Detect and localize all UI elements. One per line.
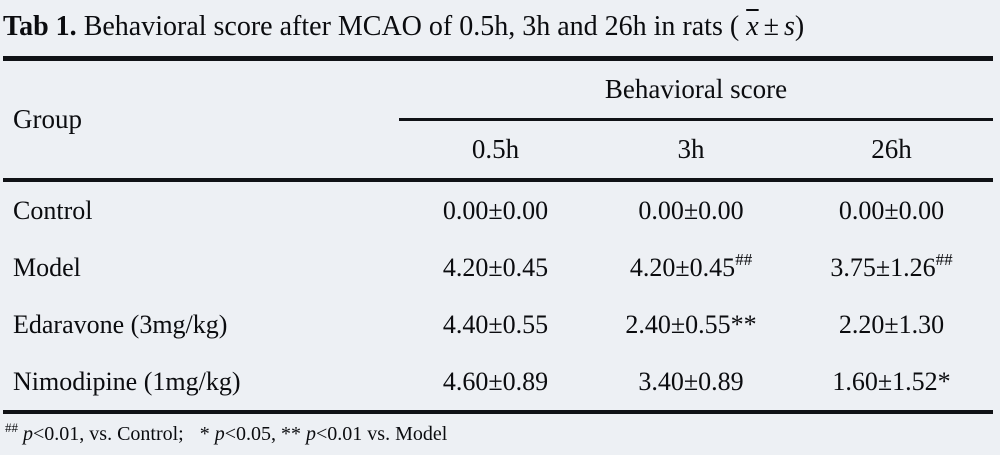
column-header-0.5h: 0.5h <box>399 119 593 182</box>
score-cell: 0.00±0.00 <box>592 180 790 239</box>
table-row-nimodipine: Nimodipine (1mg/kg) 4.60±0.89 3.40±0.89 … <box>3 353 993 412</box>
score-value: 4.20±0.45 <box>629 252 736 282</box>
table-row-edaravone: Edaravone (3mg/kg) 4.40±0.55 2.40±0.55**… <box>3 296 993 353</box>
score-cell: 4.40±0.55 <box>399 296 592 353</box>
score-cell: 0.00±0.00 <box>790 180 993 239</box>
p-symbol: p <box>214 423 225 445</box>
column-spanner-behavioral-score: Behavioral score <box>399 58 993 121</box>
time-header-row: 0.5h 3h 26h <box>3 119 993 182</box>
score-value: 4.60±0.89 <box>442 366 549 396</box>
column-header-group: Group <box>3 58 399 182</box>
table-row-model: Model 4.20±0.45 4.20±0.45## 3.75±1.26## <box>3 239 993 296</box>
group-cell: Control <box>13 195 93 225</box>
table-row-control: Control 0.00±0.00 0.00±0.00 0.00±0.00 <box>3 180 993 239</box>
score-cell: 2.40±0.55** <box>592 296 790 353</box>
close-paren: ) <box>794 11 805 42</box>
footnote-text: <0.01 vs. Model <box>316 423 448 445</box>
score-value: 3.75±1.26 <box>830 252 936 282</box>
footnote-text: <0.01, vs. Control; <box>33 423 184 445</box>
spanner-row: Group Behavioral score <box>3 58 993 182</box>
open-paren: ( <box>729 11 740 42</box>
group-cell: Nimodipine (1mg/kg) <box>13 366 241 396</box>
score-value: 3.40±0.89 <box>638 366 744 396</box>
significance-marker: ## <box>935 250 953 269</box>
asterisk-marker: * <box>199 423 215 445</box>
score-value: 2.20±1.30 <box>838 309 945 339</box>
score-cell: 2.20±1.30 <box>790 296 993 353</box>
score-value: 1.60±1.52* <box>832 366 951 396</box>
score-cell: 4.20±0.45 <box>399 239 592 296</box>
column-header-26h: 26h <box>790 119 993 182</box>
significance-marker: ## <box>735 250 753 269</box>
p-symbol: p <box>23 423 33 445</box>
score-cell: 4.60±0.89 <box>399 353 592 412</box>
table-title: Tab 1. Behavioral score after MCAO of 0.… <box>3 0 993 56</box>
score-cell: 1.60±1.52* <box>790 353 993 412</box>
hash-marker: ## <box>5 420 18 436</box>
sd-symbol: s <box>784 11 795 42</box>
plus-minus-symbol: ± <box>763 11 780 42</box>
behavioral-score-table: Group Behavioral score 0.5h 3h 26h Contr… <box>3 56 993 414</box>
score-value: 0.00±0.00 <box>638 195 744 225</box>
group-cell: Model <box>13 252 81 282</box>
footnote-text: <0.05, ** <box>224 423 307 445</box>
table-footnote: ## p<0.01, vs. Control; * p<0.05, ** p<0.0… <box>3 414 993 455</box>
p-symbol: p <box>306 423 317 445</box>
score-cell: 4.20±0.45## <box>592 239 790 296</box>
score-value: 0.00±0.00 <box>838 195 945 225</box>
title-text: Behavioral score after MCAO of 0.5h, 3h … <box>83 11 723 42</box>
score-value: 4.40±0.55 <box>442 309 549 339</box>
score-cell: 0.00±0.00 <box>399 180 592 239</box>
score-cell: 3.40±0.89 <box>592 353 790 412</box>
table-number-label: Tab 1. <box>3 11 77 42</box>
score-value: 0.00±0.00 <box>442 195 549 225</box>
column-header-3h: 3h <box>592 119 791 182</box>
stat-notation: (x ± s) <box>730 11 804 42</box>
mean-symbol: x <box>746 11 759 42</box>
score-value: 2.40±0.55** <box>625 309 757 339</box>
table-figure: Tab 1. Behavioral score after MCAO of 0.… <box>3 0 993 445</box>
score-cell: 3.75±1.26## <box>790 239 993 296</box>
group-cell: Edaravone (3mg/kg) <box>13 309 228 339</box>
score-value: 4.20±0.45 <box>442 252 549 282</box>
